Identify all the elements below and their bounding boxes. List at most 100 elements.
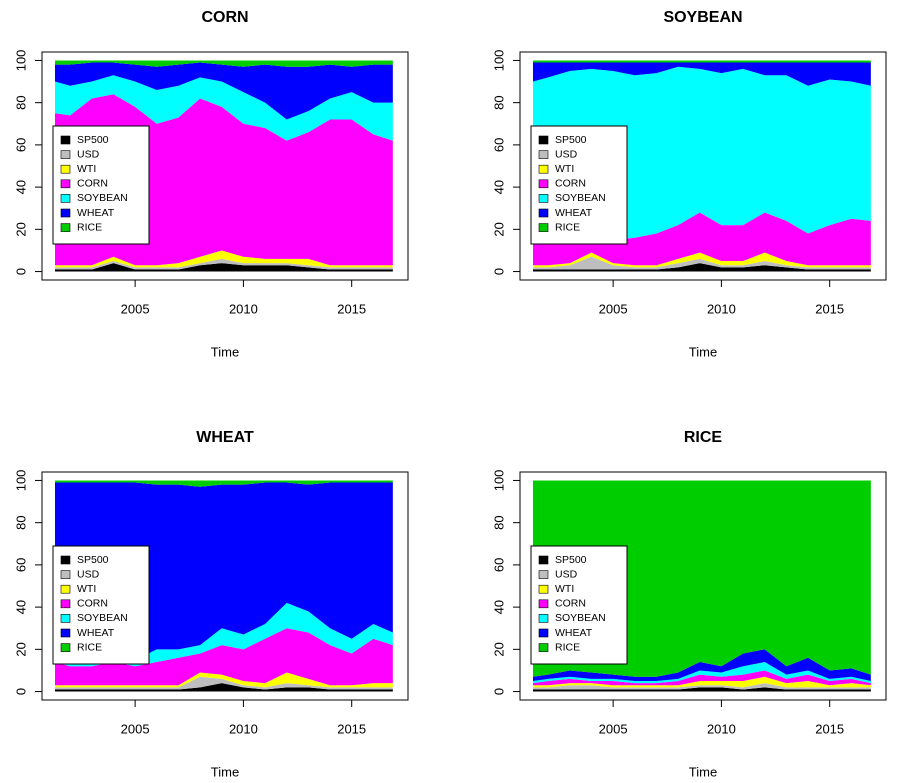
panel: RICE 2005 2010 2015 0 20 40 60 80 100 Time SP500 USD… [491,429,887,779]
legend-swatch [538,614,549,623]
area [532,256,871,270]
y-tick-label: 0 [13,268,28,275]
area [54,250,393,268]
area [532,662,871,684]
x-tick-label: 2005 [599,721,628,736]
x-tick-label: 2010 [707,301,736,316]
legend-swatch [538,599,549,609]
y-tick-label: 20 [491,222,506,236]
legend-label: RICE [555,641,580,653]
y-tick-label: 20 [491,642,506,656]
legend-swatch [538,223,549,232]
x-axis-label: Time [689,764,717,779]
area [54,602,393,667]
legend-label: SOYBEAN [77,612,128,624]
legend-label: SP500 [77,134,109,146]
x-axis-label: Time [211,344,239,359]
legend-swatch [60,570,71,579]
legend-swatch [538,570,549,579]
plot-frame [519,471,887,701]
y-tick-label: 20 [13,642,28,656]
y-tick-label: 0 [491,268,506,275]
chart-title: CORN [201,9,248,26]
x-tick-label: 2005 [121,301,150,316]
area [54,60,393,67]
area [54,75,393,141]
area [532,60,871,63]
plot-frame [41,471,409,701]
legend-label: WTI [555,583,574,595]
legend-label: WHEAT [555,207,593,219]
legend-swatch [60,599,71,609]
legend-label: RICE [77,221,102,233]
chart-title: RICE [684,429,723,446]
y-tick-label: 80 [491,95,506,109]
area [54,258,393,270]
area [532,676,871,688]
plot-frame [519,51,887,281]
legend-label: SP500 [555,554,587,566]
legend-swatch [60,164,71,174]
chart-title: WHEAT [196,429,254,446]
x-axis-label: Time [689,344,717,359]
legend-swatch [538,208,549,218]
y-tick-label: 40 [13,180,28,194]
legend-label: SP500 [77,554,109,566]
legend-label: WTI [77,163,96,175]
chart-title: SOYBEAN [663,9,742,26]
y-tick-label: 80 [13,95,28,109]
x-tick-label: 2015 [815,721,844,736]
legend-swatch [538,584,549,594]
area [54,628,393,686]
y-tick-label: 100 [491,50,506,72]
x-tick-label: 2015 [337,721,366,736]
x-tick-label: 2010 [707,721,736,736]
y-tick-label: 80 [13,515,28,529]
legend-swatch [60,223,71,232]
legend-label: RICE [555,221,580,233]
y-tick-label: 0 [491,688,506,695]
legend-label: SOYBEAN [77,192,128,204]
legend-label: SOYBEAN [555,192,606,204]
y-tick-label: 0 [13,688,28,695]
y-tick-label: 40 [13,600,28,614]
panel: WHEAT 2005 2010 2015 0 20 40 60 80 100 Time SP500 US… [13,429,409,779]
x-tick-label: 2015 [337,301,366,316]
area [54,480,393,487]
legend-label: CORN [555,598,586,610]
legend-label: USD [77,148,100,160]
y-tick-label: 40 [491,600,506,614]
y-tick-label: 60 [491,138,506,152]
panel: CORN 2005 2010 2015 0 20 40 60 80 100 Time SP500 USD… [13,9,409,359]
legend-label: USD [555,148,578,160]
plot-frame [41,51,409,281]
legend-label: WTI [555,163,574,175]
legend-label: WHEAT [77,627,115,639]
legend-swatch [60,150,71,159]
legend-swatch [60,628,71,638]
legend-swatch [60,194,71,203]
legend-swatch [538,179,549,189]
area [54,683,393,692]
x-tick-label: 2010 [229,301,258,316]
legend-label: WHEAT [555,627,593,639]
area [532,212,871,266]
area [532,683,871,690]
y-tick-label: 60 [491,558,506,572]
area [532,252,871,268]
legend-label: CORN [555,178,586,190]
legend-label: CORN [77,598,108,610]
area [54,62,393,120]
legend-swatch [538,150,549,159]
legend-swatch [60,135,71,145]
y-tick-label: 20 [13,222,28,236]
legend-swatch [538,135,549,145]
legend-swatch [538,164,549,174]
legend-label: SOYBEAN [555,612,606,624]
area [54,672,393,688]
legend-swatch [60,584,71,594]
panel: SOYBEAN 2005 2010 2015 0 20 40 60 80 100 Time SP500… [491,9,887,359]
legend-label: WTI [77,583,96,595]
